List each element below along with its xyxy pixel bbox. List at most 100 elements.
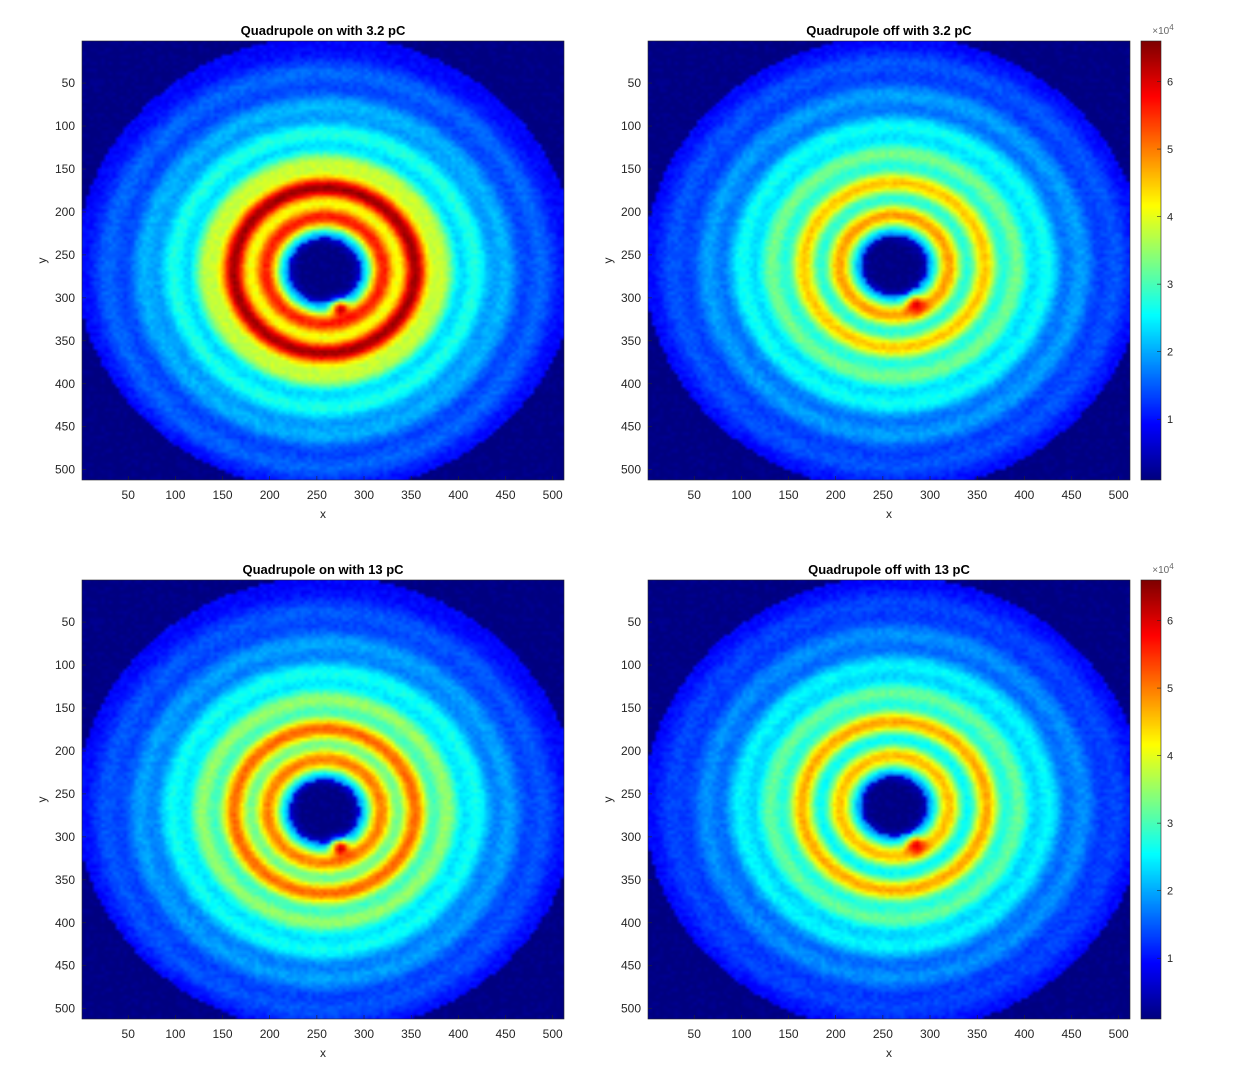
y-tick-label: 500 [621,1002,641,1016]
x-tick-label: 100 [731,488,751,502]
y-axis-label: y [35,797,49,803]
panel-title: Quadrupole on with 3.2 pC [241,23,406,38]
panel-title: Quadrupole off with 3.2 pC [806,23,972,38]
y-tick-label: 300 [55,830,75,844]
colorbar-tick-label: 3 [1167,279,1173,291]
panel-1: Quadrupole on with 3.2 pC 50 100 150 200 250 3… [35,23,565,521]
y-tick-label: 250 [55,787,75,801]
y-tick-label: 400 [621,916,641,930]
x-tick-label: 250 [307,1027,327,1041]
colorbar-tick-label: 2 [1167,347,1173,359]
y-tick-label: 350 [621,873,641,887]
x-tick-label: 200 [260,488,280,502]
y-tick-label: 150 [55,701,75,715]
x-tick-label: 350 [967,1027,987,1041]
x-tick-label: 200 [826,488,846,502]
y-axis-label: y [35,258,49,264]
x-tick-label: 150 [779,488,799,502]
x-tick-label: 450 [1062,1027,1082,1041]
x-tick-label: 400 [1014,488,1034,502]
colorbar-tick-label: 4 [1167,751,1173,763]
x-tick-label: 450 [496,1027,516,1041]
y-tick-label: 100 [55,119,75,133]
x-tick-label: 200 [260,1027,280,1041]
y-axis-label: y [601,258,615,264]
y-tick-label: 500 [621,463,641,477]
panel-3: Quadrupole on with 13 pC 50 100 150 200 250 30… [35,562,565,1060]
x-tick-label: 450 [496,488,516,502]
y-tick-label: 100 [621,658,641,672]
heatmap-image [648,580,1130,1019]
y-tick-label: 300 [621,830,641,844]
colorbar-tick-label: 5 [1167,144,1173,156]
y-tick-label: 200 [55,205,75,219]
panel-title: Quadrupole on with 13 pC [242,562,404,577]
heatmap-image [648,41,1130,480]
colorbar-tick-label: 2 [1167,886,1173,898]
x-tick-label: 300 [920,488,940,502]
x-tick-label: 350 [967,488,987,502]
colorbar-exponent: ×104 [1152,23,1174,37]
x-tick-label: 50 [122,1027,136,1041]
colorbar-frame [1140,579,1162,1020]
colorbar-gradient [1141,41,1161,480]
colorbar-exponent: ×104 [1152,562,1174,576]
panel-4: Quadrupole off with 13 pC 50 100 150 200 250 3… [601,562,1174,1060]
colorbar-gradient [1141,580,1161,1019]
x-tick-label: 500 [543,488,563,502]
y-tick-label: 350 [55,334,75,348]
heatmap-image [82,580,564,1019]
y-tick-label: 250 [621,248,641,262]
heatmap-image [82,41,564,480]
x-tick-label: 50 [122,488,136,502]
x-axis-label: x [320,507,326,521]
x-tick-label: 300 [920,1027,940,1041]
x-tick-label: 400 [1014,1027,1034,1041]
y-tick-label: 50 [62,76,76,90]
colorbar-tick-label: 4 [1167,212,1173,224]
y-tick-label: 300 [55,291,75,305]
x-tick-label: 100 [165,1027,185,1041]
y-tick-label: 400 [621,377,641,391]
x-tick-label: 300 [354,1027,374,1041]
colorbar-tick-label: 5 [1167,683,1173,695]
x-axis-label: x [320,1046,326,1060]
y-tick-label: 350 [621,334,641,348]
panel-title: Quadrupole off with 13 pC [808,562,970,577]
x-tick-label: 250 [873,488,893,502]
colorbar-tick-label: 6 [1167,616,1173,628]
colorbar-frame [1140,40,1162,481]
x-tick-label: 500 [543,1027,563,1041]
x-axis-label: x [886,1046,892,1060]
colorbar-tick-label: 6 [1167,77,1173,89]
y-tick-label: 200 [621,744,641,758]
y-tick-label: 500 [55,1002,75,1016]
y-tick-label: 350 [55,873,75,887]
y-tick-label: 50 [62,615,76,629]
x-tick-label: 400 [448,1027,468,1041]
x-tick-label: 350 [401,1027,421,1041]
y-tick-label: 400 [55,377,75,391]
y-tick-label: 300 [621,291,641,305]
y-tick-label: 100 [621,119,641,133]
x-tick-label: 100 [165,488,185,502]
x-tick-label: 100 [731,1027,751,1041]
y-tick-label: 250 [55,248,75,262]
y-tick-label: 400 [55,916,75,930]
x-tick-label: 150 [213,1027,233,1041]
x-axis-label: x [886,507,892,521]
x-tick-label: 50 [688,488,702,502]
y-tick-label: 450 [621,959,641,973]
y-tick-label: 100 [55,658,75,672]
y-tick-label: 150 [55,162,75,176]
y-tick-label: 200 [55,744,75,758]
y-tick-label: 450 [621,420,641,434]
x-tick-label: 150 [779,1027,799,1041]
x-tick-label: 250 [873,1027,893,1041]
x-tick-label: 500 [1109,1027,1129,1041]
x-tick-label: 50 [688,1027,702,1041]
colorbar-tick-label: 1 [1167,414,1173,426]
x-tick-label: 300 [354,488,374,502]
x-tick-label: 450 [1062,488,1082,502]
